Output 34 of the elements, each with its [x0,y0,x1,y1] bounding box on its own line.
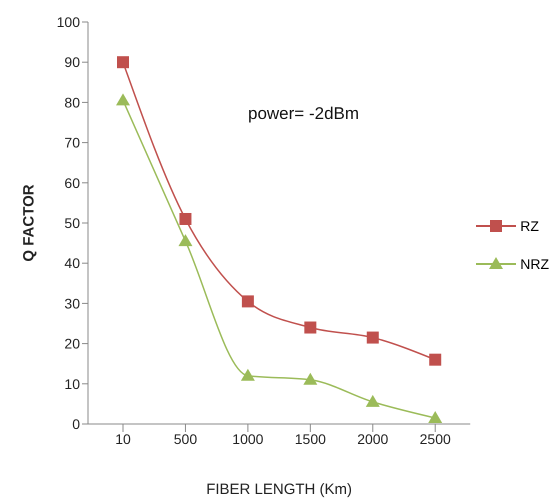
point [304,322,316,334]
legend-label: RZ [520,218,539,234]
x-tick-label: 1000 [232,430,264,447]
point [242,295,254,308]
point [429,354,442,366]
point [366,332,379,344]
x-axis-title: FIBER LENGTH (Km) [206,481,352,498]
y-tick-label: 20 [64,336,80,352]
y-tick-label: 10 [64,376,80,392]
point [428,410,442,423]
y-tick-label: 0 [72,416,80,432]
x-tick-label: 2000 [357,430,389,447]
x-tick-label: 500 [174,430,198,447]
point [178,234,192,246]
y-tick-label: 40 [64,255,80,272]
y-tick-label: 90 [64,54,80,70]
y-tick-label: 60 [64,174,80,191]
x-tick-label: 2500 [420,430,451,447]
point [366,394,380,407]
x-tick-label: 10 [115,430,131,447]
point [303,372,318,385]
point [117,56,129,68]
y-tick-label: 70 [64,134,80,151]
point [116,93,130,106]
y-tick-label: 100 [56,14,80,30]
y-axis-title: Q FACTOR [20,184,38,262]
x-tick-label: 1500 [294,430,326,447]
annotation: power= -2dBm [248,104,360,124]
y-tick-label: 50 [64,214,80,231]
legend-label: NRZ [520,256,549,272]
y-tick-label: 30 [64,295,80,312]
y-tick-label: 80 [64,94,80,110]
point [240,368,255,381]
point [179,212,192,225]
